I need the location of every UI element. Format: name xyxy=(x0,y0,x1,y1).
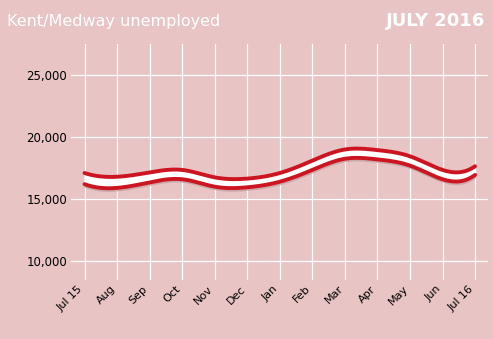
Text: JULY 2016: JULY 2016 xyxy=(387,12,486,31)
Text: Kent/Medway unemployed: Kent/Medway unemployed xyxy=(7,14,221,29)
